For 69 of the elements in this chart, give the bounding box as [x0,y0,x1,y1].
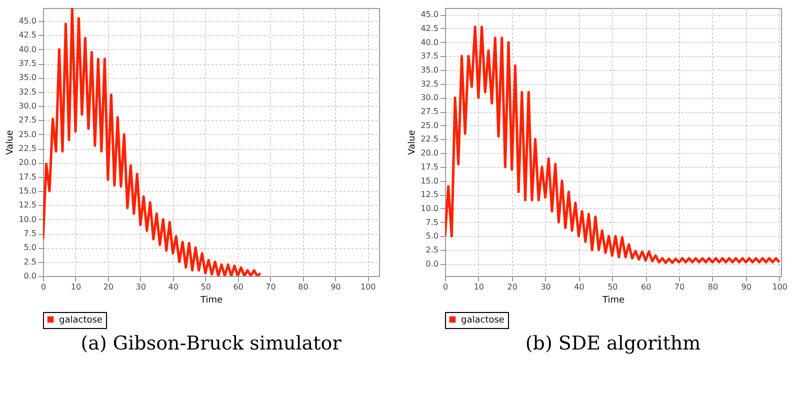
x-tick-label: 70 [266,282,276,292]
x-tick-label: 0 [442,282,448,292]
y-tick-label: 0.0 [426,259,438,268]
x-axis-title: Time [601,296,625,306]
y-tick-label: 25.0 [420,120,438,130]
y-tick-label: 20.0 [420,148,438,158]
y-tick-label: 35.0 [18,73,36,82]
x-tick-label: 30 [136,282,146,292]
y-axis-title: Value [6,130,16,155]
y-axis-title: Value [408,130,418,155]
x-tick-label: 10 [70,282,82,292]
x-tick-label: 0 [40,282,46,292]
y-tick-label: 37.5 [420,52,438,61]
x-tick-label: 90 [330,282,341,292]
y-tick-label: 37.5 [18,59,36,68]
y-tick-label: 20.0 [18,158,36,168]
y-tick-label: 22.5 [420,134,438,144]
legend-label: galactose [461,316,505,326]
y-tick-label: 32.5 [420,79,438,88]
y-tick-label: 5.0 [24,243,36,252]
x-tick-label: 20 [507,282,518,292]
y-tick-label: 27.5 [420,107,438,116]
legend-label: galactose [59,316,103,326]
y-tick-label: 12.5 [18,200,36,210]
x-tick-label: 40 [168,282,178,292]
y-tick-label: 35.0 [420,66,438,75]
y-tick-label: 45.0 [420,10,438,20]
y-tick-label: 45.0 [18,16,36,26]
y-tick-label: 42.5 [420,24,438,33]
y-tick-label: 17.5 [18,172,36,182]
y-tick-label: 2.5 [426,245,438,254]
text: (a) Gibson-Bruck simulator [80,332,342,354]
x-tick-label: 100 [360,282,376,292]
x-tick-label: 50 [200,282,211,292]
text: (b) SDE algorithm [525,332,701,354]
y-tick-label: 5.0 [426,232,438,241]
x-tick-label: 40 [574,282,584,292]
y-tick-label: 40.0 [18,44,36,54]
x-tick-label: 10 [474,282,484,292]
y-tick-label: 12.5 [420,190,438,200]
y-tick-label: 15.0 [420,176,438,186]
x-tick-label: 60 [233,282,244,292]
y-tick-label: 40.0 [420,38,438,47]
y-tick-label: 27.5 [18,116,36,125]
x-tick-label: 60 [641,282,652,292]
y-tick-label: 32.5 [18,87,36,96]
y-tick-label: 2.5 [24,257,36,266]
x-axis-title: Time [199,296,223,306]
y-tick-label: 10.0 [420,204,438,213]
x-tick-label: 50 [608,282,618,292]
y-tick-label: 15.0 [18,186,36,196]
y-tick-label: 42.5 [18,30,36,40]
y-tick-label: 10.0 [18,214,36,224]
x-tick-label: 80 [708,282,718,292]
y-tick-label: 7.5 [24,229,36,238]
y-tick-label: 25.0 [18,130,36,139]
y-tick-label: 7.5 [426,218,438,227]
x-tick-label: 80 [298,282,308,292]
x-tick-label: 100 [772,282,788,292]
x-tick-label: 30 [540,282,551,292]
y-tick-label: 0.0 [24,272,36,280]
x-tick-label: 90 [741,282,752,292]
line-series [445,26,781,264]
y-tick-label: 22.5 [18,144,36,154]
y-tick-label: 17.5 [420,162,438,172]
y-tick-label: 30.0 [18,102,36,111]
x-tick-label: 20 [103,282,114,292]
y-tick-label: 30.0 [420,93,438,102]
x-tick-label: 70 [674,282,685,292]
